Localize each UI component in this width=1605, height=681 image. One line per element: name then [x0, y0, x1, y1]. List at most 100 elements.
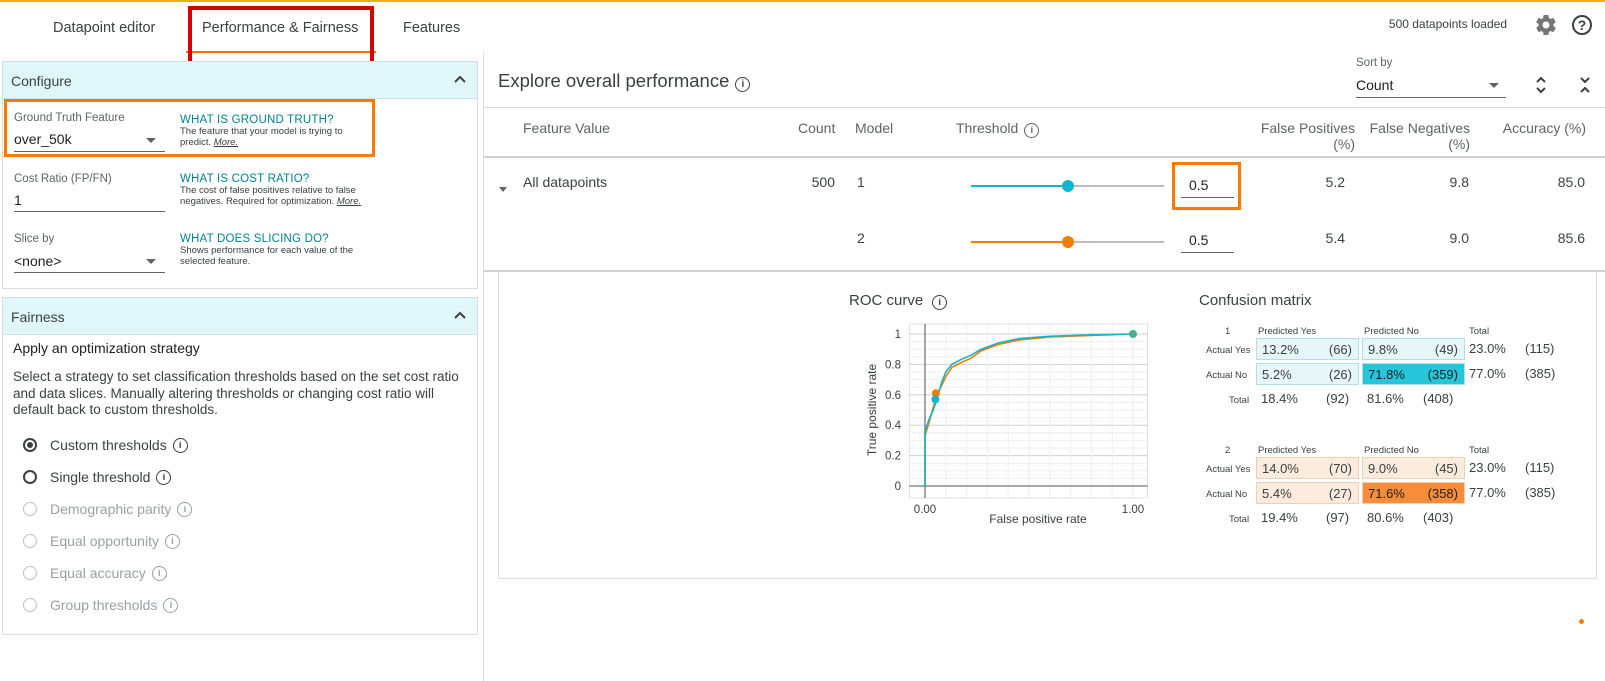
- cm-cell: 71.6% (358): [1362, 482, 1465, 504]
- cm-cell: 13.2% (66): [1256, 338, 1359, 360]
- cm-header-total: Total: [1469, 445, 1490, 456]
- cm-cell-percent: 9.0%: [1368, 461, 1398, 476]
- fairness-title: Fairness: [11, 309, 65, 325]
- radio-equal-opportunity[interactable]: Equal opportunity i: [23, 533, 180, 549]
- info-icon[interactable]: i: [177, 501, 193, 517]
- threshold-slider-knob[interactable]: [1061, 180, 1074, 192]
- help-icon[interactable]: ?: [1572, 15, 1592, 35]
- cm-total-percent: 80.6%: [1367, 510, 1404, 525]
- radio-button[interactable]: [23, 598, 37, 612]
- roc-y-tick-label: 0: [895, 481, 901, 493]
- info-icon[interactable]: i: [172, 437, 188, 453]
- cm-total-count: (115): [1525, 341, 1555, 356]
- cm-cell-percent: 14.0%: [1262, 461, 1299, 476]
- collapse-all-icon[interactable]: [1578, 74, 1592, 101]
- col-threshold[interactable]: Threshold i: [956, 120, 1040, 138]
- col-accuracy[interactable]: Accuracy (%): [1502, 120, 1586, 136]
- cm-cell-percent: 9.8%: [1368, 342, 1398, 357]
- cm-model-id: 1: [1225, 326, 1231, 337]
- roc-threshold-point-2: [931, 395, 940, 404]
- ground-truth-help-title: WHAT IS GROUND TRUTH?: [180, 114, 334, 126]
- roc-threshold-point-1: [931, 389, 940, 398]
- radio-custom-thresholds[interactable]: Custom thresholds i: [23, 437, 188, 453]
- tab-datapoint-editor[interactable]: Datapoint editor: [53, 20, 156, 36]
- radio-button[interactable]: [23, 566, 37, 580]
- slicing-help-title: WHAT DOES SLICING DO?: [180, 233, 329, 245]
- radio-group-thresholds[interactable]: Group thresholds i: [23, 597, 179, 613]
- chevron-down-icon[interactable]: [1489, 83, 1499, 88]
- cost-ratio-input[interactable]: 1: [14, 192, 22, 208]
- row-fp-model-1: 5.2: [1325, 174, 1345, 190]
- roc-series-line-2: [924, 333, 1134, 486]
- more-link[interactable]: More.: [213, 137, 239, 148]
- cm-cell-percent: 5.4%: [1262, 486, 1292, 501]
- chevron-down-icon[interactable]: [146, 259, 156, 264]
- roc-plot-area: [908, 323, 1149, 499]
- roc-y-tick-label: 0.2: [885, 451, 901, 463]
- cm-row-label: Total: [1229, 395, 1250, 406]
- radio-button[interactable]: [23, 534, 37, 548]
- roc-x-label: False positive rate: [989, 512, 1087, 526]
- threshold-slider-knob[interactable]: [1061, 236, 1074, 248]
- more-link[interactable]: More.: [336, 196, 362, 207]
- cm-total-percent: 77.0%: [1469, 366, 1506, 381]
- ground-truth-help-text: The feature that your model is trying to…: [180, 126, 343, 148]
- radio-button[interactable]: [23, 438, 37, 452]
- slice-by-label: Slice by: [14, 233, 55, 245]
- col-count[interactable]: Count: [798, 120, 836, 136]
- cm-row-label: Actual No: [1206, 370, 1248, 381]
- fairness-header[interactable]: Fairness: [3, 298, 477, 335]
- info-icon[interactable]: i: [1024, 123, 1040, 138]
- chevron-down-icon[interactable]: [146, 138, 156, 143]
- info-icon[interactable]: i: [151, 565, 167, 581]
- col-false-positives[interactable]: False Positives (%): [1260, 120, 1355, 152]
- slicing-help-text: Shows performance for each value of the …: [180, 245, 354, 267]
- radio-demographic-parity[interactable]: Demographic parity i: [23, 501, 193, 517]
- chevron-up-icon[interactable]: [453, 304, 467, 327]
- col-false-negatives[interactable]: False Negatives (%): [1369, 120, 1470, 152]
- slice-by-select[interactable]: <none>: [14, 253, 62, 269]
- datapoints-status: 500 datapoints loaded: [1388, 17, 1507, 31]
- ground-truth-label: Ground Truth Feature: [14, 112, 125, 124]
- info-icon[interactable]: i: [156, 469, 172, 485]
- tab-performance-fairness[interactable]: Performance & Fairness: [202, 20, 359, 36]
- threshold-input-model-2[interactable]: 0.5: [1189, 232, 1209, 248]
- detail-panel: [498, 272, 1597, 579]
- radio-button[interactable]: [23, 502, 37, 516]
- info-icon[interactable]: i: [163, 597, 179, 613]
- gear-icon[interactable]: [1534, 13, 1558, 37]
- sort-by-select[interactable]: Count: [1356, 77, 1394, 93]
- cm-total-count: (408): [1423, 391, 1454, 406]
- cm-cell-count: (66): [1328, 342, 1352, 357]
- cm-total-count: (385): [1525, 485, 1556, 500]
- row-fn-model-1: 9.8: [1449, 174, 1469, 190]
- cm-total-count: (97): [1326, 510, 1350, 525]
- info-icon[interactable]: i: [932, 295, 948, 310]
- cm-cell: 71.8% (359): [1362, 363, 1465, 385]
- cm-cell-percent: 5.2%: [1262, 367, 1292, 382]
- radio-button[interactable]: [23, 470, 37, 484]
- roc-y-tick-label: 0.6: [885, 390, 901, 402]
- cm-model-id: 2: [1225, 445, 1231, 456]
- radio-single-threshold[interactable]: Single threshold i: [23, 469, 172, 485]
- info-icon[interactable]: i: [735, 77, 751, 92]
- row-feature-value: All datapoints: [523, 174, 608, 190]
- cm-total-count: (92): [1326, 391, 1350, 406]
- expand-row-icon[interactable]: [498, 181, 508, 199]
- threshold-input-model-1[interactable]: 0.5: [1189, 177, 1209, 193]
- sort-toggle-icon[interactable]: [1534, 74, 1548, 101]
- chevron-up-icon[interactable]: [453, 68, 467, 91]
- cm-header-predicted-no: Predicted No: [1364, 326, 1419, 337]
- configure-header[interactable]: Configure: [3, 62, 477, 99]
- cm-header-predicted-yes: Predicted Yes: [1258, 326, 1317, 337]
- indicator-dot: [1579, 619, 1584, 624]
- info-icon[interactable]: i: [164, 533, 180, 549]
- col-feature-value[interactable]: Feature Value: [523, 120, 610, 136]
- ground-truth-select[interactable]: over_50k: [14, 131, 72, 147]
- col-model[interactable]: Model: [855, 120, 894, 136]
- cm-total-count: (403): [1423, 510, 1454, 525]
- cm-total-count: (115): [1525, 460, 1555, 475]
- sort-by-label: Sort by: [1356, 57, 1393, 69]
- radio-equal-accuracy[interactable]: Equal accuracy i: [23, 565, 167, 581]
- tab-features[interactable]: Features: [403, 20, 461, 36]
